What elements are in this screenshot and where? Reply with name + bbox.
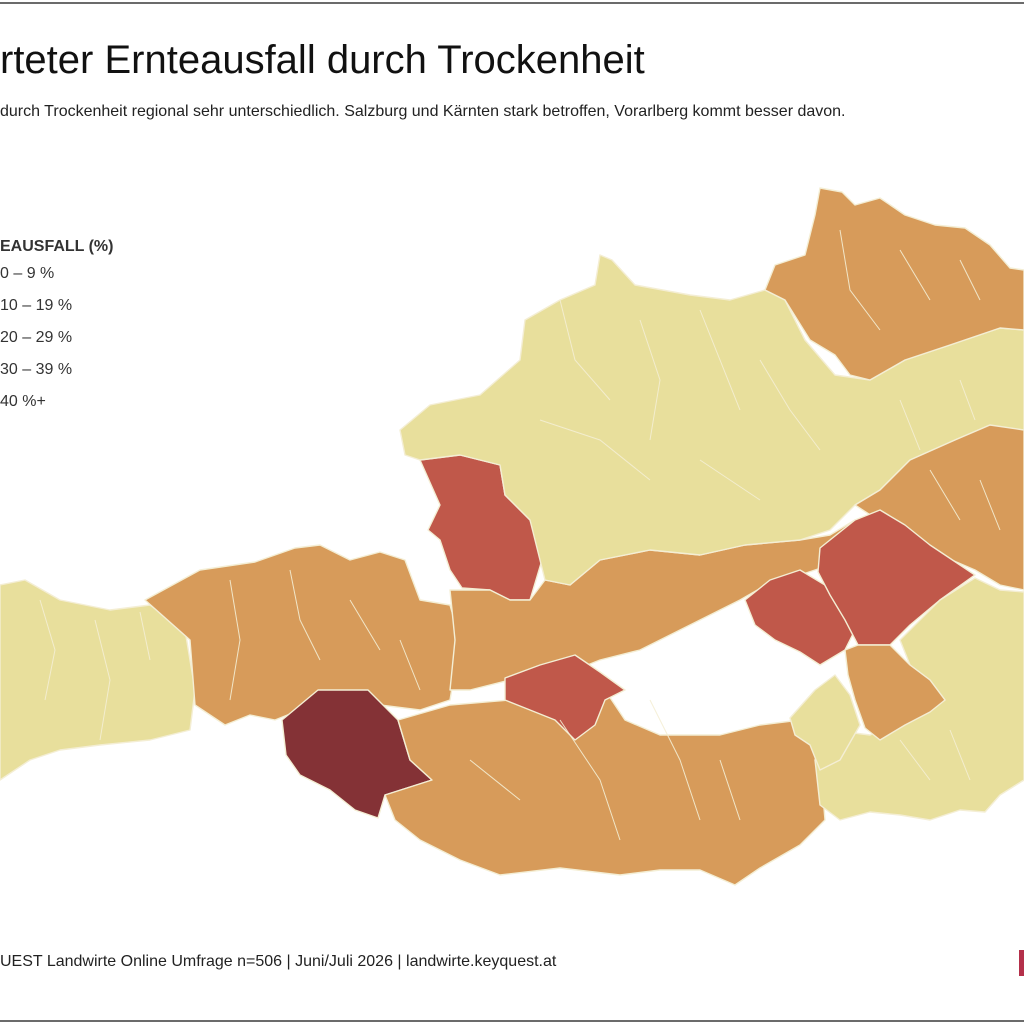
region-lungau xyxy=(504,654,626,741)
region-weststeiermark-light xyxy=(789,674,861,771)
brand-logo-fragment xyxy=(1019,950,1024,976)
legend-item-30-39: 30 – 39 % xyxy=(0,361,73,378)
legend-title: EAUSFALL (%) xyxy=(0,238,114,255)
district-borders xyxy=(39,229,1001,841)
region-oberoesterreich xyxy=(399,254,1024,586)
source-footer: UEST Landwirte Online Umfrage n=506 | Ju… xyxy=(0,953,557,970)
frame-bottom-border xyxy=(0,1020,1024,1022)
austria-choropleth-map xyxy=(0,187,1024,886)
legend-item-10-19: 10 – 19 % xyxy=(0,297,73,314)
legend: EAUSFALL (%) 0 – 9 % 10 – 19 % 20 – 29 %… xyxy=(0,238,113,425)
legend-item-40-plus: 40 %+ xyxy=(0,393,46,410)
region-kaernten xyxy=(384,689,826,886)
page-subtitle: durch Trockenheit regional sehr untersch… xyxy=(0,103,846,120)
page-title: rteter Ernteausfall durch Trockenheit xyxy=(0,38,645,82)
region-waldviertel xyxy=(764,187,1024,381)
legend-item-0-9: 0 – 9 % xyxy=(0,265,55,282)
region-steiermark-red-a xyxy=(744,569,856,666)
frame-top-border xyxy=(0,2,1024,4)
region-steiermark-south xyxy=(844,644,946,741)
legend-item-20-29: 20 – 29 % xyxy=(0,329,73,346)
